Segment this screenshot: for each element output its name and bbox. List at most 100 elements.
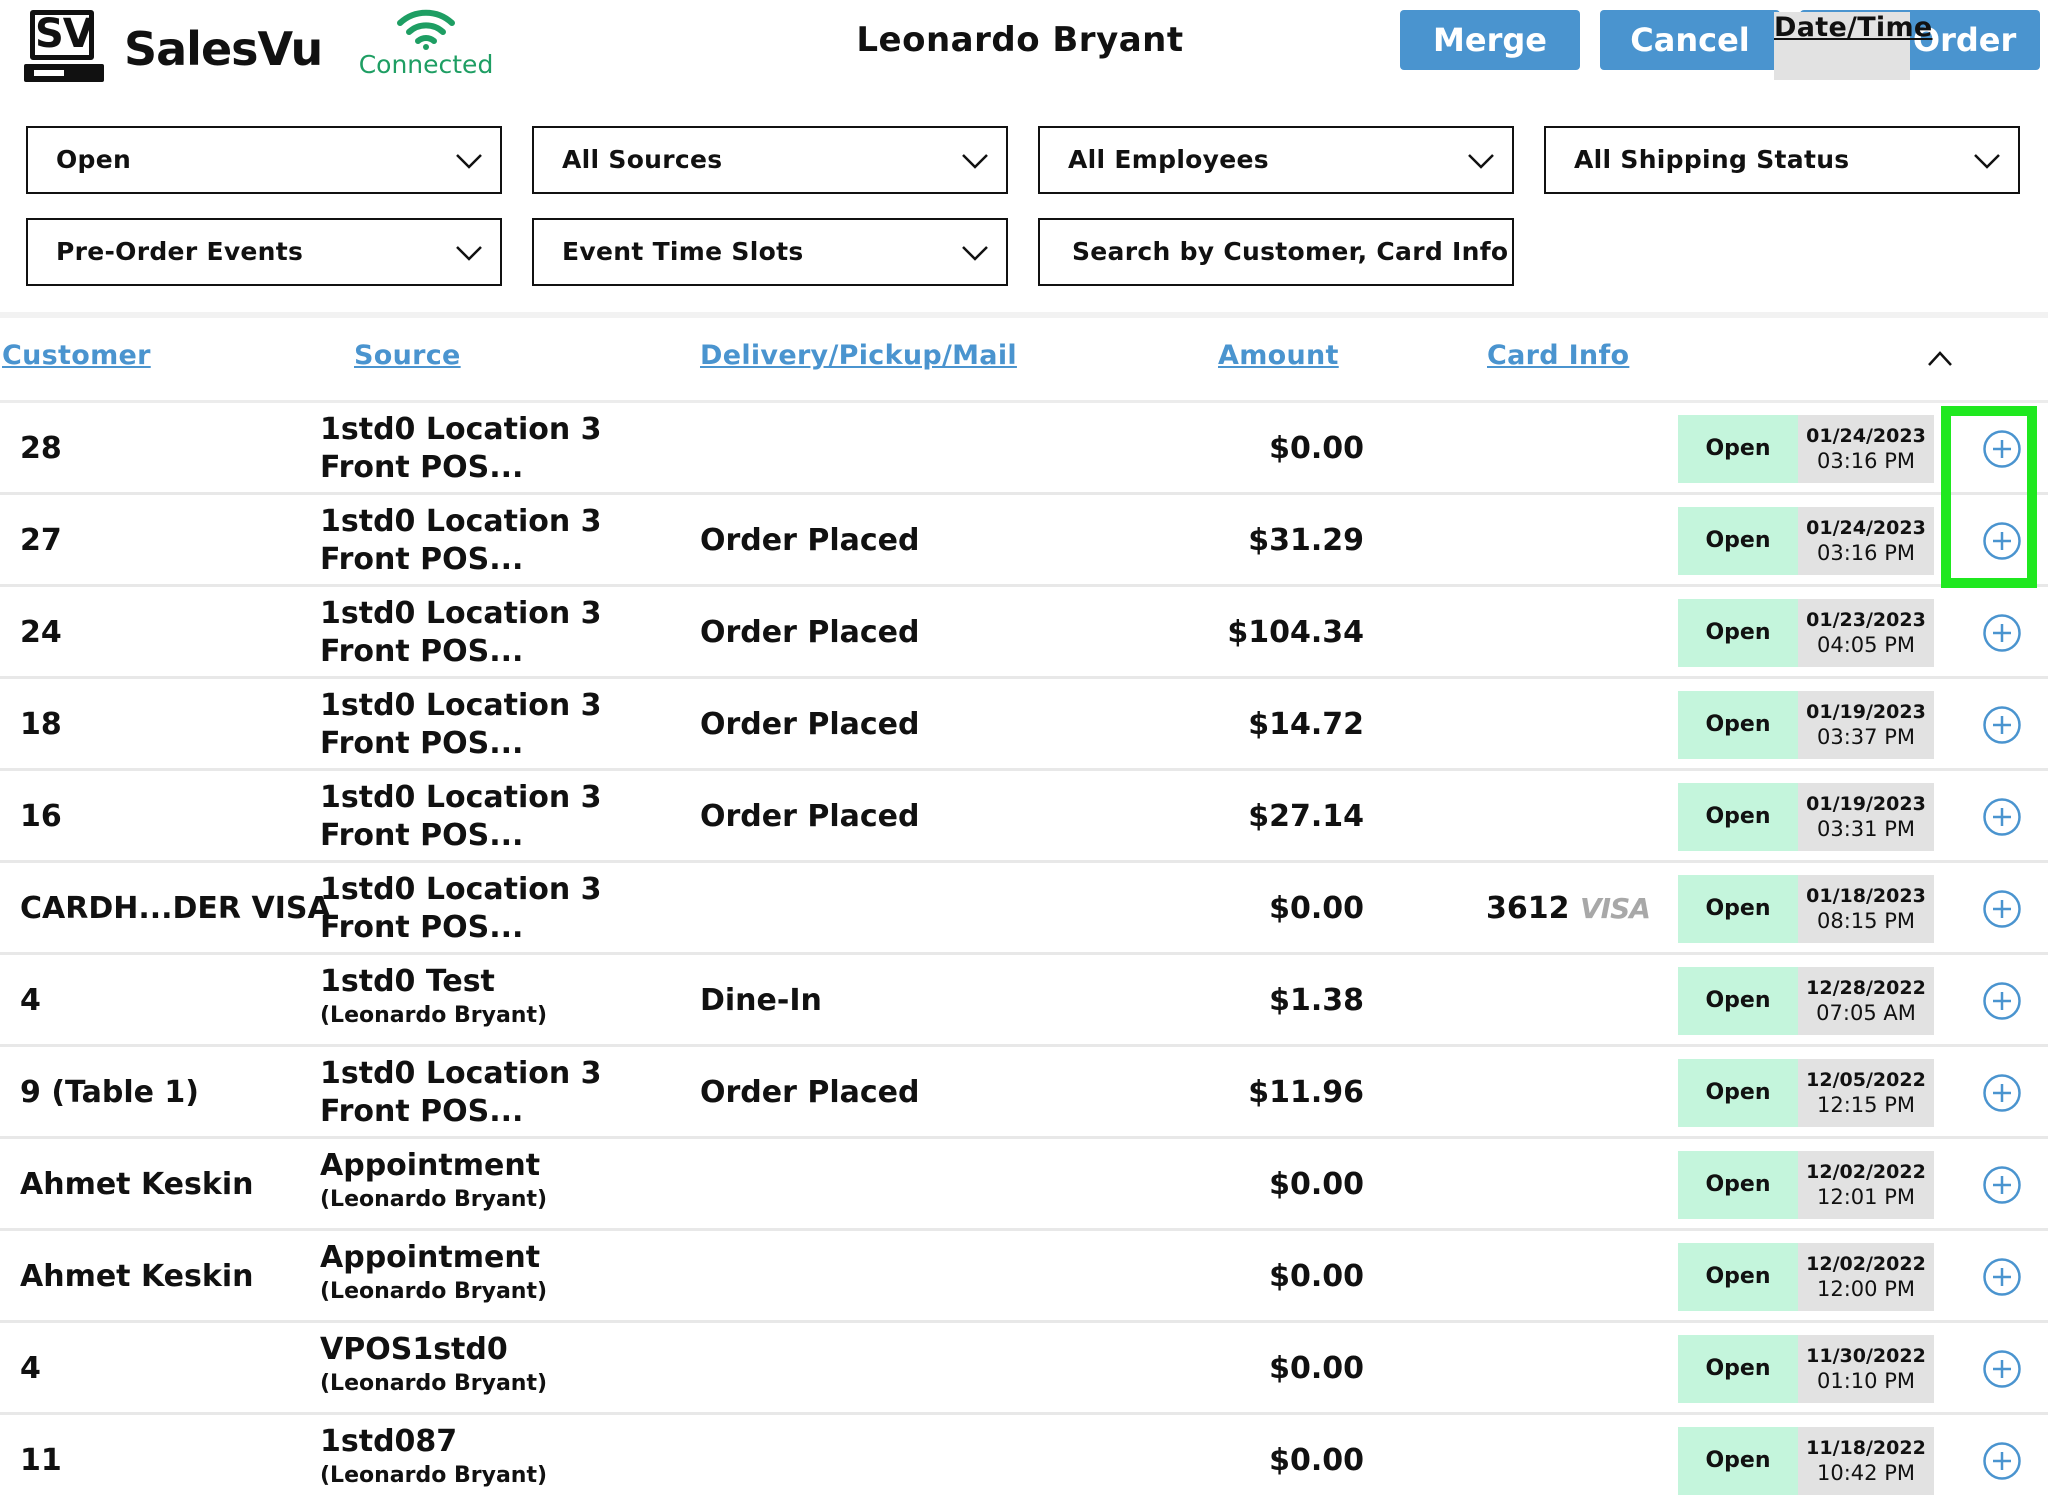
- plus-circle-icon[interactable]: [1982, 797, 2022, 837]
- plus-circle-icon[interactable]: [1982, 1349, 2022, 1389]
- plus-circle-icon[interactable]: [1982, 1257, 2022, 1297]
- amount-cell: $0.00: [1269, 891, 1364, 926]
- brand-name: SalesVu: [124, 22, 323, 76]
- sort-ascending-icon[interactable]: [1926, 348, 1954, 368]
- amount-cell: $0.00: [1269, 1351, 1364, 1386]
- source-line-2: Front POS...: [320, 910, 524, 945]
- source-line-1: 1std0 Location 3: [320, 872, 602, 907]
- sources-filter-select[interactable]: All Sources: [532, 126, 1008, 194]
- amount-cell: $11.96: [1248, 1075, 1364, 1110]
- order-time: 03:16 PM: [1817, 449, 1915, 473]
- table-row[interactable]: 9 (Table 1) 1std0 Location 3 Front POS... O…: [0, 1047, 2048, 1139]
- order-date: 01/24/2023: [1806, 517, 1926, 539]
- sources-filter-value: All Sources: [562, 145, 723, 174]
- source-line-2: (Leonardo Bryant): [320, 1003, 548, 1028]
- table-row[interactable]: 4 1std0 Test (Leonardo Bryant) Dine-In $1.38…: [0, 955, 2048, 1047]
- status-filter-select[interactable]: Open: [26, 126, 502, 194]
- chevron-down-icon: [962, 154, 988, 169]
- plus-circle-icon[interactable]: [1982, 429, 2022, 469]
- customer-cell: Ahmet Keskin: [20, 1259, 254, 1294]
- source-line-2: Front POS...: [320, 726, 524, 761]
- plus-circle-icon[interactable]: [1982, 1441, 2022, 1481]
- order-date: 01/19/2023: [1806, 701, 1926, 723]
- table-row[interactable]: 16 1std0 Location 3 Front POS... Order Plac…: [0, 771, 2048, 863]
- date-time-cell: 01/18/2023 08:15 PM: [1798, 875, 1934, 943]
- table-row[interactable]: 28 1std0 Location 3 Front POS... $0.00 Open 0…: [0, 403, 2048, 495]
- merge-button[interactable]: Merge: [1400, 10, 1580, 70]
- delivery-cell: Order Placed: [700, 615, 920, 650]
- source-cell: 1std0 Location 3 Front POS...: [320, 871, 680, 947]
- column-header-customer[interactable]: Customer: [2, 340, 151, 371]
- column-header-delivery[interactable]: Delivery/Pickup/Mail: [700, 340, 1017, 371]
- source-line-1: 1std087: [320, 1424, 458, 1459]
- pre-order-events-value: Pre-Order Events: [56, 237, 304, 266]
- order-date: 01/19/2023: [1806, 793, 1926, 815]
- source-line-1: Appointment: [320, 1148, 541, 1183]
- customer-cell: 28: [20, 431, 62, 466]
- order-time: 04:05 PM: [1817, 633, 1915, 657]
- status-badge: Open: [1678, 507, 1798, 575]
- customer-cell: 11: [20, 1443, 62, 1478]
- plus-circle-icon[interactable]: [1982, 889, 2022, 929]
- order-time: 10:42 PM: [1817, 1461, 1915, 1485]
- status-badge: Open: [1678, 1335, 1798, 1403]
- table-row[interactable]: 24 1std0 Location 3 Front POS... Order Plac…: [0, 587, 2048, 679]
- current-user-name: Leonardo Bryant: [856, 20, 1184, 60]
- source-cell: VPOS1std0 (Leonardo Bryant): [320, 1331, 680, 1399]
- plus-circle-icon[interactable]: [1982, 1165, 2022, 1205]
- order-time: 01:10 PM: [1817, 1369, 1915, 1393]
- status-badge: Open: [1678, 1059, 1798, 1127]
- table-row[interactable]: 18 1std0 Location 3 Front POS... Order Plac…: [0, 679, 2048, 771]
- column-header-amount[interactable]: Amount: [1218, 340, 1339, 371]
- status-badge: Open: [1678, 1243, 1798, 1311]
- plus-circle-icon[interactable]: [1982, 521, 2022, 561]
- connection-status-text: Connected: [358, 50, 494, 79]
- chevron-down-icon: [1974, 154, 2000, 169]
- shipping-status-filter-select[interactable]: All Shipping Status: [1544, 126, 2020, 194]
- source-cell: 1std0 Test (Leonardo Bryant): [320, 963, 680, 1031]
- plus-circle-icon[interactable]: [1982, 613, 2022, 653]
- date-time-cell: 12/05/2022 12:15 PM: [1798, 1059, 1934, 1127]
- table-row[interactable]: CARDH...DER VISA 1std0 Location 3 Front PO…: [0, 863, 2048, 955]
- source-line-2: (Leonardo Bryant): [320, 1371, 548, 1396]
- column-header-date-time[interactable]: Date/Time: [1774, 12, 1932, 80]
- table-row[interactable]: 11 1std087 (Leonardo Bryant) $0.00 Open 11/18…: [0, 1415, 2048, 1496]
- status-badge: Open: [1678, 1427, 1798, 1495]
- column-header-card-info[interactable]: Card Info: [1487, 340, 1630, 371]
- order-date: 12/28/2022: [1806, 977, 1926, 999]
- source-line-2: (Leonardo Bryant): [320, 1463, 548, 1488]
- salesvu-logo: SV: [24, 10, 104, 82]
- source-cell: 1std0 Location 3 Front POS...: [320, 503, 680, 579]
- customer-cell: 4: [20, 983, 41, 1018]
- amount-cell: $0.00: [1269, 1167, 1364, 1202]
- order-date: 01/23/2023: [1806, 609, 1926, 631]
- table-row[interactable]: Ahmet Keskin Appointment (Leonardo Bryant)…: [0, 1231, 2048, 1323]
- date-time-cell: 12/02/2022 12:00 PM: [1798, 1243, 1934, 1311]
- table-row[interactable]: 27 1std0 Location 3 Front POS... Order Plac…: [0, 495, 2048, 587]
- source-line-2: Front POS...: [320, 542, 524, 577]
- employees-filter-select[interactable]: All Employees: [1038, 126, 1514, 194]
- table-row[interactable]: Ahmet Keskin Appointment (Leonardo Bryant)…: [0, 1139, 2048, 1231]
- source-line-2: (Leonardo Bryant): [320, 1187, 548, 1212]
- cancel-button[interactable]: Cancel: [1600, 10, 1780, 70]
- source-line-1: 1std0 Location 3: [320, 780, 602, 815]
- plus-circle-icon[interactable]: [1982, 981, 2022, 1021]
- date-time-cell: 12/02/2022 12:01 PM: [1798, 1151, 1934, 1219]
- order-time: 07:05 AM: [1816, 1001, 1916, 1025]
- plus-circle-icon[interactable]: [1982, 705, 2022, 745]
- chevron-down-icon: [1468, 154, 1494, 169]
- logo-text: SV: [35, 11, 94, 57]
- date-time-cell: 01/19/2023 03:37 PM: [1798, 691, 1934, 759]
- column-header-source[interactable]: Source: [354, 340, 461, 371]
- plus-circle-icon[interactable]: [1982, 1073, 2022, 1113]
- card-last4: 3612: [1486, 891, 1570, 926]
- amount-cell: $0.00: [1269, 1259, 1364, 1294]
- event-time-slots-select[interactable]: Event Time Slots: [532, 218, 1008, 286]
- customer-search-input[interactable]: Search by Customer, Card Info: [1038, 218, 1514, 286]
- source-line-1: 1std0 Location 3: [320, 1056, 602, 1091]
- pre-order-events-select[interactable]: Pre-Order Events: [26, 218, 502, 286]
- customer-cell: 16: [20, 799, 62, 834]
- table-row[interactable]: 4 VPOS1std0 (Leonardo Bryant) $0.00 Open 11/3…: [0, 1323, 2048, 1415]
- date-time-cell: 01/23/2023 04:05 PM: [1798, 599, 1934, 667]
- wifi-icon: [397, 9, 455, 50]
